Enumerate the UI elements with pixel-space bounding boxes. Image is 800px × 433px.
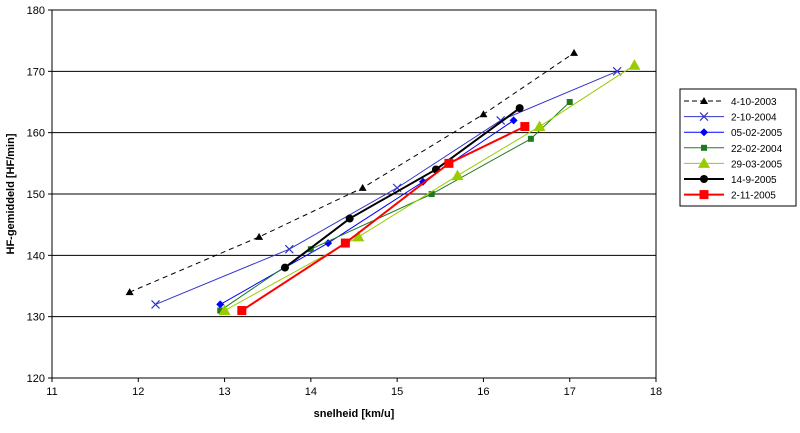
x-tick-label: 13 xyxy=(218,386,230,398)
data-point xyxy=(566,99,573,105)
data-point xyxy=(698,157,710,168)
series-7 xyxy=(237,122,530,316)
legend-label: 14-9-2005 xyxy=(731,175,777,186)
data-point xyxy=(218,304,231,316)
y-tick-label: 170 xyxy=(27,66,45,78)
y-tick-label: 120 xyxy=(27,373,45,385)
data-point xyxy=(324,239,333,248)
x-tick-label: 17 xyxy=(564,386,576,398)
x-tick-label: 11 xyxy=(46,386,57,398)
data-point xyxy=(527,135,534,142)
x-tick-label: 15 xyxy=(391,386,403,398)
data-point xyxy=(255,232,264,240)
data-point xyxy=(280,263,289,272)
legend: 4-10-2003 2-10-2004 05-02-2005 22-02-2004 29… xyxy=(679,88,797,207)
x-tick-label: 18 xyxy=(650,386,662,398)
data-point xyxy=(479,110,488,118)
series-line xyxy=(219,101,571,311)
legend-item: 2-10-2004 xyxy=(684,112,777,124)
series-line xyxy=(220,119,514,305)
data-point xyxy=(284,244,294,254)
y-axis-title: HF-gemiddeld [HF/min] xyxy=(5,133,17,254)
data-point xyxy=(520,122,530,132)
data-point xyxy=(444,158,454,168)
data-point xyxy=(700,97,708,104)
y-tick-label: 130 xyxy=(27,312,45,324)
data-point xyxy=(151,299,160,309)
series-layer xyxy=(125,48,641,316)
data-point xyxy=(533,120,546,132)
legend-item: 14-9-2005 xyxy=(684,175,777,186)
series-1 xyxy=(125,48,579,296)
data-point xyxy=(570,48,579,56)
y-tick-label: 160 xyxy=(27,128,45,140)
legend-label: 2-10-2004 xyxy=(731,113,777,124)
data-point xyxy=(700,128,708,137)
x-tick-label: 16 xyxy=(477,386,489,398)
data-point xyxy=(125,288,134,296)
y-tick-label: 180 xyxy=(27,5,45,17)
series-2 xyxy=(151,66,622,309)
legend-item: 05-02-2005 xyxy=(684,128,783,139)
legend-label: 05-02-2005 xyxy=(731,128,783,139)
series-3 xyxy=(216,116,518,309)
data-point xyxy=(358,183,367,191)
y-tick-label: 140 xyxy=(27,250,45,262)
data-point xyxy=(612,66,622,76)
legend-item: 2-11-2005 xyxy=(684,190,776,202)
series-line xyxy=(129,52,575,293)
data-point xyxy=(352,230,365,242)
data-point xyxy=(428,191,435,197)
data-point xyxy=(628,59,641,70)
legend-label: 29-03-2005 xyxy=(731,159,783,170)
legend-item: 22-02-2004 xyxy=(684,144,783,155)
legend-label: 2-11-2005 xyxy=(731,191,776,202)
data-point xyxy=(451,169,464,181)
series-line xyxy=(155,70,618,305)
grid-layer xyxy=(52,70,656,318)
legend-item: 4-10-2003 xyxy=(684,97,777,108)
series-line xyxy=(241,125,526,312)
legend-label: 4-10-2003 xyxy=(731,97,777,108)
axis-layer: 120 130 140 150 160 170 180 11 12 13 14 15 16 17 18 xyxy=(27,5,662,398)
data-point xyxy=(237,306,247,316)
data-point xyxy=(699,190,709,200)
data-point xyxy=(699,112,709,122)
x-tick-label: 14 xyxy=(305,386,317,398)
series-4 xyxy=(217,99,573,314)
y-tick-label: 150 xyxy=(27,189,45,201)
x-axis-title: snelheid [km/u] xyxy=(314,408,395,420)
series-line xyxy=(284,107,521,269)
data-point xyxy=(216,300,225,309)
legend-item: 29-03-2005 xyxy=(684,157,783,170)
data-point xyxy=(515,104,524,113)
data-point xyxy=(340,238,350,248)
x-tick-label: 12 xyxy=(132,386,144,398)
data-point xyxy=(509,116,518,125)
legend-label: 22-02-2004 xyxy=(731,144,783,155)
data-point xyxy=(701,144,707,151)
series-line xyxy=(224,64,635,311)
data-point xyxy=(345,214,354,223)
data-point xyxy=(217,307,224,314)
data-point xyxy=(700,175,708,183)
series-5 xyxy=(218,59,641,316)
